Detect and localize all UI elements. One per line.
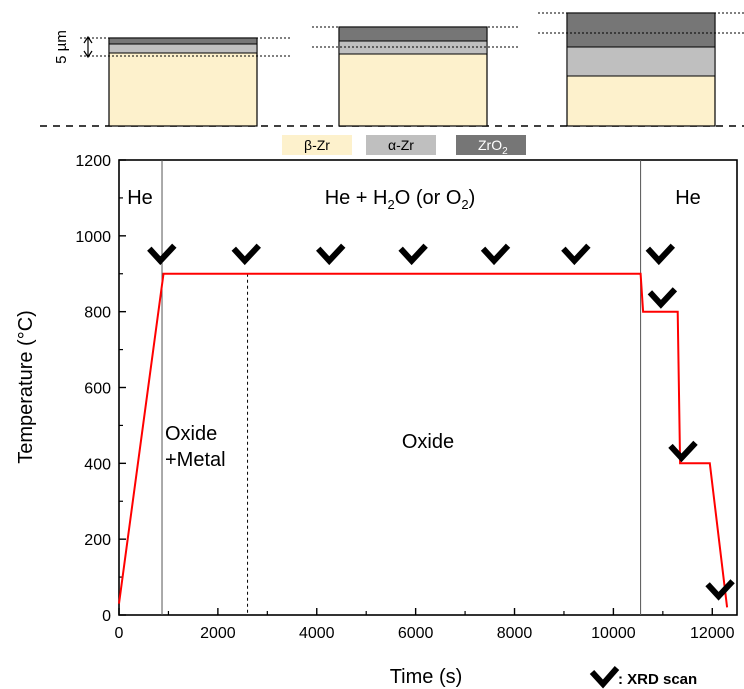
y-tick-label: 400	[84, 456, 111, 473]
x-tick-label: 2000	[200, 625, 236, 642]
plot-area: 0 2000 4000 6000 8000 10000 12000 0 200 400 600 800…	[15, 153, 738, 689]
legend-label-beta-zr: β-Zr	[304, 137, 330, 153]
sample-3	[538, 12, 744, 127]
xrd-scan-marker	[231, 243, 261, 266]
x-tick-label: 10000	[591, 625, 636, 642]
region-label-he-h2o: He + H2O (or O2)	[325, 187, 476, 212]
zro2-layer	[566, 12, 716, 48]
phase-boundaries	[161, 160, 642, 615]
scale-bar-label: 5 µm	[53, 30, 70, 64]
xrd-scan-marker	[316, 243, 346, 266]
temperature-series-line	[118, 272, 729, 608]
xrd-scan-marker	[398, 243, 428, 266]
phase-label-oxide: Oxide	[402, 431, 454, 453]
xrd-scan-marker	[705, 579, 735, 601]
arrow-up-icon	[83, 35, 93, 44]
x-tick-label: 8000	[497, 625, 533, 642]
y-tick-label: 600	[84, 381, 111, 398]
phase-label-oxide-metal-2: +Metal	[165, 449, 226, 471]
xrd-scan-marker	[647, 287, 678, 309]
alpha-zr-layer	[108, 43, 258, 54]
xrd-scan-marker	[480, 243, 511, 266]
xrd-scan-marker	[561, 243, 591, 266]
legend-label-alpha-zr: α-Zr	[388, 137, 414, 153]
y-tick-label: 800	[84, 305, 111, 322]
x-tick-label: 4000	[299, 625, 335, 642]
xrd-scan-marker	[668, 440, 698, 463]
legend-swatch-zro2	[456, 135, 526, 155]
legend-swatch-beta-zr	[282, 135, 352, 155]
y-tick-label: 0	[102, 608, 111, 625]
region-label-he-left: He	[127, 187, 153, 209]
xrd-scan-markers	[147, 243, 735, 601]
legend-label-zro2: ZrO2	[478, 137, 508, 157]
layer-legend: β-Zr α-Zr ZrO2	[282, 135, 526, 157]
alpha-zr-layer	[566, 46, 716, 77]
zro2-layer	[338, 26, 488, 42]
y-tick-label: 1200	[75, 153, 111, 170]
y-tick-label: 200	[84, 532, 111, 549]
x-tick-label: 0	[115, 625, 124, 642]
xrd-scan-marker	[645, 243, 676, 266]
schematic: 5 µm β-Zr α-Zr ZrO2	[40, 12, 744, 157]
y-axis-title: Temperature (°C)	[15, 310, 37, 464]
legend-swatch-alpha-zr	[366, 135, 436, 155]
sample-1: 5 µm	[53, 30, 290, 127]
xrd-legend-label: : XRD scan	[618, 671, 697, 688]
zro2-layer	[108, 37, 258, 45]
plot-frame	[118, 159, 738, 616]
x-tick-label: 12000	[690, 625, 735, 642]
xrd-scan-icon	[589, 666, 620, 689]
arrow-down-icon	[83, 50, 93, 59]
xrd-legend: : XRD scan	[589, 666, 697, 689]
region-label-he-right: He	[675, 187, 701, 209]
xrd-scan-marker	[147, 243, 177, 266]
axis-ticks: 0 2000 4000 6000 8000 10000 12000 0 200 400 600 800…	[75, 153, 734, 642]
y-tick-label: 1000	[75, 229, 111, 246]
sample-2	[312, 26, 520, 127]
x-axis-title: Time (s)	[390, 666, 463, 688]
phase-label-oxide-metal-1: Oxide	[165, 423, 217, 445]
x-tick-label: 6000	[398, 625, 434, 642]
